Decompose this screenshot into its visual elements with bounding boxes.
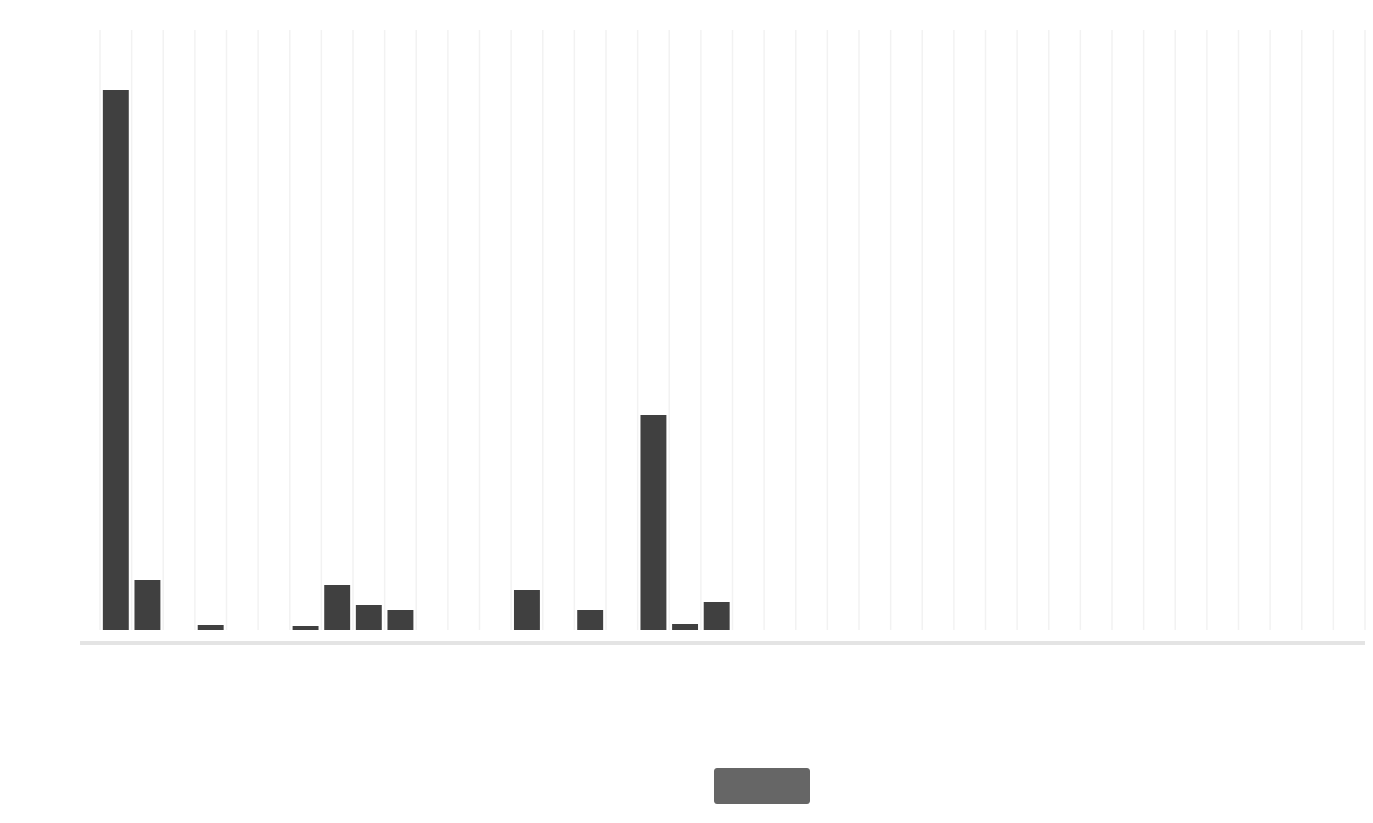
bar (134, 580, 161, 630)
bar (577, 610, 604, 630)
bar (640, 415, 667, 630)
bar (102, 90, 129, 630)
bar (292, 626, 319, 630)
bar (703, 602, 730, 630)
grid-layer (99, 30, 1366, 630)
bar (672, 624, 699, 630)
bar (387, 610, 414, 630)
bar (197, 625, 224, 630)
legend-swatch (714, 768, 810, 804)
bar (513, 590, 540, 630)
bar (324, 585, 351, 630)
bar (355, 605, 382, 630)
bars-layer (102, 90, 730, 630)
legend (700, 768, 810, 804)
